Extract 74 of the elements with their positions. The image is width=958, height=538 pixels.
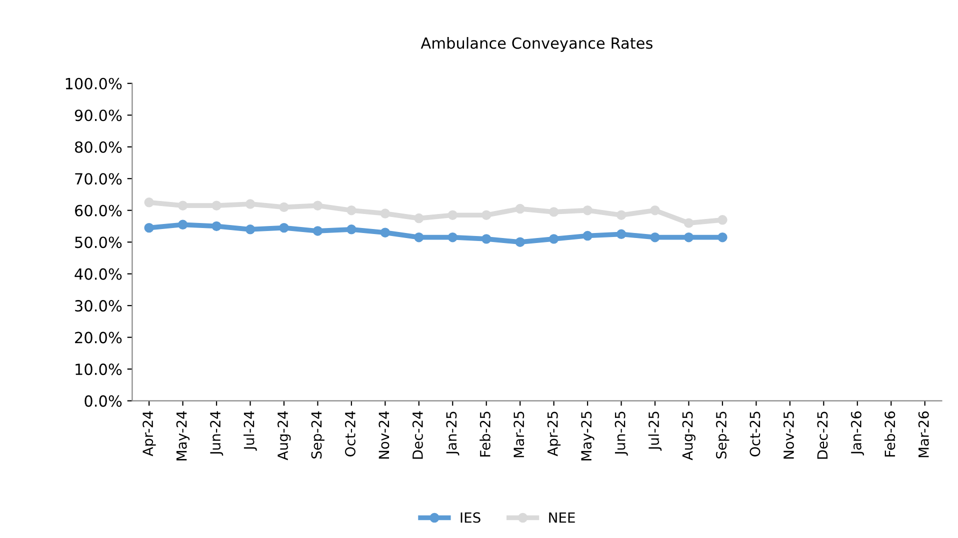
- x-tick-label: May-25: [581, 412, 594, 460]
- point: [279, 222, 289, 233]
- point: [582, 205, 592, 216]
- x-tick-label: Aug-24: [278, 411, 291, 460]
- x-tick-label: Jan-26: [850, 411, 864, 456]
- x-tick-label: Jul-25: [648, 412, 662, 451]
- x-tick-label: Jun-25: [614, 412, 628, 456]
- point: [346, 205, 356, 216]
- y-tick-label: 40.0%: [74, 268, 122, 280]
- point: [178, 220, 188, 230]
- point: [482, 210, 492, 220]
- point: [414, 213, 424, 224]
- x-tick-label: Sep-25: [716, 412, 730, 458]
- x-tick-label: Nov-25: [783, 412, 794, 459]
- point: [650, 205, 660, 216]
- point: [245, 199, 256, 209]
- legend-label: NEE: [549, 512, 575, 523]
- point: [582, 230, 592, 241]
- y-tick-label: 10.0%: [76, 364, 122, 376]
- point: [448, 232, 458, 242]
- x-tick-label: Dec-25: [817, 412, 828, 459]
- point: [245, 224, 256, 234]
- x-tick-label: Jul-24: [244, 411, 257, 451]
- y-tick-label: 20.0%: [75, 332, 122, 344]
- point: [144, 222, 154, 233]
- point: [279, 202, 289, 212]
- x-tick-label: Mar-26: [918, 411, 929, 458]
- y-tick-label: 60.0%: [75, 204, 122, 216]
- point: [380, 208, 390, 218]
- y-tick-label: 70.0%: [75, 173, 122, 185]
- point: [178, 200, 188, 210]
- point: [548, 234, 559, 244]
- point: [212, 221, 222, 232]
- legend-label: IES: [460, 512, 480, 523]
- x-tick-label: Dec-24: [412, 411, 423, 459]
- y-tick-label: 30.0%: [75, 300, 122, 312]
- x-tick-label: Jan-25: [446, 412, 460, 456]
- y-tick-label: 80.0%: [74, 141, 122, 153]
- point: [616, 229, 626, 240]
- y-tick-label: 90.0%: [74, 110, 122, 122]
- chart-title: Ambulance Conveyance Rates: [420, 37, 652, 52]
- point: [312, 226, 323, 236]
- x-tick-label: Feb-26: [884, 411, 896, 456]
- point: [650, 232, 660, 242]
- point: [312, 200, 323, 210]
- point: [380, 228, 390, 238]
- x-tick-label: Nov-24: [378, 411, 390, 459]
- point: [718, 232, 728, 242]
- point: [548, 207, 559, 217]
- point: [414, 232, 424, 242]
- x-tick-label: Aug-25: [682, 412, 696, 460]
- point: [718, 215, 728, 225]
- x-tick-label: May-24: [176, 411, 190, 460]
- x-tick-label: Oct-25: [750, 412, 760, 456]
- point: [212, 200, 222, 210]
- x-tick-label: Apr-24: [142, 411, 156, 456]
- y-tick-label: 50.0%: [75, 236, 122, 248]
- point: [346, 224, 356, 234]
- y-tick-label: 0.0%: [84, 395, 122, 407]
- point: [448, 210, 458, 220]
- y-tick-label: 100.0%: [66, 78, 122, 90]
- point: [515, 204, 525, 214]
- x-tick-label: Feb-25: [480, 412, 490, 456]
- point: [515, 237, 525, 247]
- point: [684, 232, 694, 242]
- x-tick-label: Mar-25: [514, 412, 524, 458]
- point: [616, 210, 626, 220]
- x-tick-label: Sep-24: [311, 411, 324, 458]
- point: [684, 218, 694, 228]
- x-tick-label: Oct-24: [344, 411, 356, 456]
- x-tick-label: Apr-25: [547, 412, 561, 456]
- point: [144, 198, 154, 208]
- point: [482, 234, 492, 244]
- x-tick-label: Jun-24: [210, 411, 224, 456]
